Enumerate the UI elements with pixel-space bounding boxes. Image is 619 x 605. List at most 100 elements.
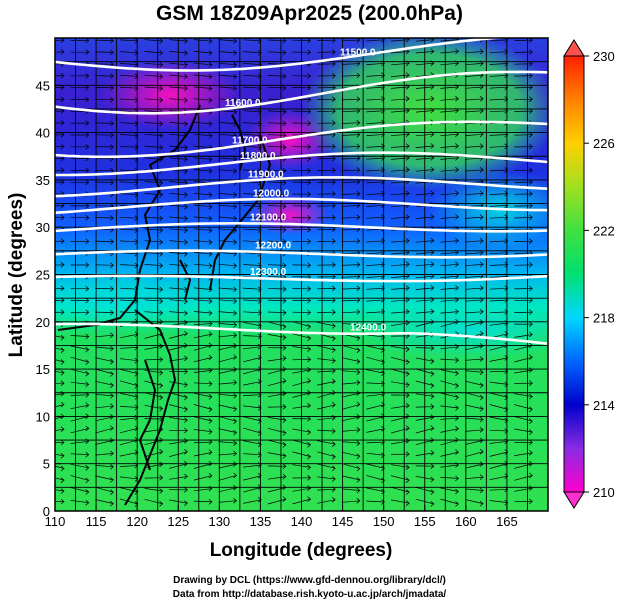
streamline-arrow	[257, 484, 262, 490]
streamline-arrow	[110, 167, 114, 174]
streamline-arrow	[529, 49, 533, 55]
streamline-arrow	[455, 48, 459, 55]
streamline	[193, 370, 212, 373]
streamline	[218, 263, 237, 267]
streamline-arrow	[430, 414, 435, 420]
streamline	[267, 368, 286, 375]
streamline-arrow	[356, 335, 361, 341]
streamline-arrow	[184, 227, 188, 234]
streamline	[95, 205, 114, 207]
streamline-arrow	[134, 425, 139, 432]
streamline	[267, 452, 286, 457]
streamline	[193, 429, 212, 433]
streamline	[218, 299, 237, 302]
streamline-arrow	[381, 84, 385, 90]
streamline	[218, 169, 237, 172]
streamline	[465, 358, 484, 361]
streamline	[267, 39, 286, 42]
streamline	[243, 405, 262, 409]
streamline	[391, 181, 410, 184]
streamline-arrow	[381, 439, 385, 445]
streamline-arrow	[159, 262, 164, 269]
streamline-arrow	[479, 437, 484, 444]
streamline-arrow	[233, 85, 238, 92]
streamline	[514, 75, 533, 77]
streamline-arrow	[233, 332, 238, 338]
streamline-arrow	[430, 358, 435, 365]
streamline	[218, 453, 237, 456]
streamline	[341, 181, 360, 184]
streamline	[366, 181, 385, 184]
streamline	[144, 439, 163, 446]
streamline	[489, 205, 508, 207]
streamline	[391, 204, 410, 208]
streamline-arrow	[331, 496, 336, 503]
colorbar-max-arrow	[563, 39, 585, 57]
streamline	[267, 122, 286, 124]
x-tick-label: 125	[167, 514, 189, 529]
streamline-arrow	[134, 394, 139, 400]
streamline-arrow	[282, 38, 287, 44]
streamline-arrow	[430, 437, 435, 443]
streamline	[243, 74, 262, 77]
streamline-arrow	[60, 334, 65, 341]
streamline-arrow	[257, 262, 262, 269]
streamline-arrow	[479, 107, 484, 114]
streamline-arrow	[529, 460, 533, 467]
x-tick-label: 160	[455, 514, 477, 529]
streamline	[366, 345, 385, 351]
streamline-arrow	[430, 296, 435, 303]
streamline	[243, 311, 262, 314]
streamline	[465, 417, 484, 420]
streamline-arrow	[529, 61, 533, 67]
streamline-arrow	[257, 496, 262, 503]
streamline-arrow	[356, 96, 361, 102]
streamline-arrow	[282, 191, 287, 198]
streamline-arrow	[233, 322, 238, 328]
streamline	[465, 74, 484, 77]
streamline	[292, 439, 311, 446]
streamline-arrow	[430, 489, 435, 495]
streamline	[169, 381, 188, 386]
streamline-arrow	[430, 345, 435, 351]
streamline-arrow	[430, 403, 435, 410]
streamline	[465, 216, 484, 219]
streamline	[70, 368, 89, 375]
streamline	[119, 498, 138, 505]
streamline-arrow	[381, 119, 385, 126]
streamline-arrow	[60, 49, 65, 55]
streamline	[415, 439, 434, 446]
streamline-arrow	[331, 441, 336, 447]
contour-label: 11500.0	[340, 47, 376, 58]
streamline-arrow	[282, 227, 287, 233]
streamline	[366, 475, 385, 481]
y-tick-label: 30	[36, 220, 50, 235]
streamline	[267, 299, 286, 302]
streamline	[415, 452, 434, 456]
streamline	[144, 51, 163, 54]
colorbar: 210 214 218 222 226 230	[563, 39, 615, 509]
streamline-arrow	[282, 355, 287, 362]
streamline	[218, 39, 237, 42]
streamline-arrow	[529, 321, 533, 327]
streamline-arrow	[184, 417, 188, 423]
streamline	[55, 393, 65, 396]
streamline-arrow	[405, 237, 410, 244]
streamline-arrow	[430, 131, 435, 137]
streamline-arrow	[184, 394, 188, 401]
x-tick-label: 145	[332, 514, 354, 529]
streamline-arrow	[159, 298, 164, 304]
streamline	[415, 357, 434, 362]
streamline	[119, 169, 138, 172]
streamline-arrow	[479, 273, 484, 279]
streamline	[243, 357, 262, 363]
streamline	[391, 74, 410, 77]
contour-labels: 11500.0 11600.0 11700.0 11800.0 11900.0 12000…	[225, 47, 387, 333]
streamline-arrow	[208, 85, 213, 92]
contour-line	[55, 249, 548, 259]
streamline-arrow	[479, 143, 484, 149]
streamline-arrow	[184, 449, 188, 455]
streamline	[169, 476, 188, 480]
streamline-arrow	[110, 262, 114, 269]
streamline	[55, 181, 65, 183]
